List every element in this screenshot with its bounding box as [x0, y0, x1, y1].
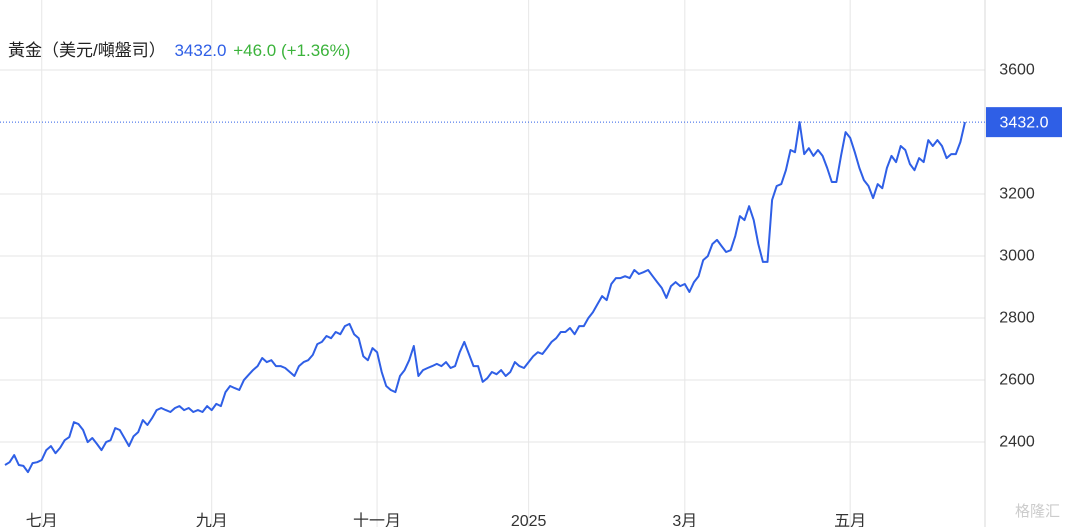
watermark: 格隆汇	[1015, 503, 1060, 520]
y-tick-label: 3200	[999, 185, 1035, 202]
x-tick-label: 3月	[672, 513, 697, 527]
chart-title: 黃金（美元/噸盤司）	[8, 41, 166, 60]
x-tick-label: 2025	[511, 513, 547, 527]
change: +46.0 (+1.36%)	[233, 41, 351, 60]
price: 3432.0	[174, 41, 227, 60]
x-tick-label: 九月	[196, 512, 228, 527]
y-tick-label: 2800	[999, 309, 1035, 326]
y-tick-label: 3000	[999, 247, 1035, 264]
x-tick-label: 十一月	[353, 512, 401, 527]
price-line	[4, 121, 966, 474]
header: 黃金（美元/噸盤司） 3432.0 +46.0 (+1.36%)	[8, 36, 350, 61]
y-tick-label: 2400	[999, 433, 1035, 450]
y-tick-label: 2600	[999, 371, 1035, 388]
x-tick-label: 七月	[26, 512, 58, 527]
last-price-tag	[986, 107, 1062, 138]
y-tick-label: 3600	[999, 61, 1035, 78]
x-tick-label: 五月	[834, 513, 866, 527]
last-price-label: 3432.0	[1000, 114, 1049, 131]
